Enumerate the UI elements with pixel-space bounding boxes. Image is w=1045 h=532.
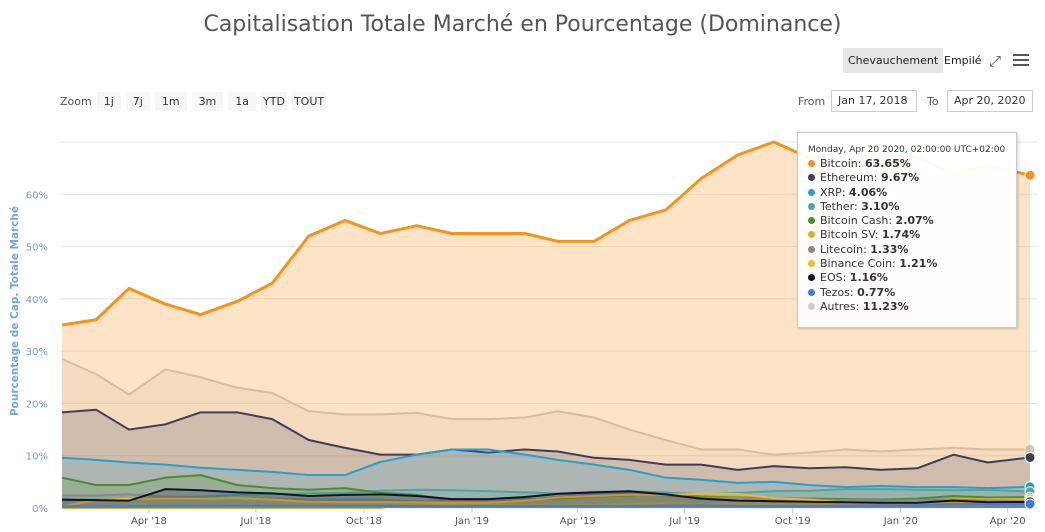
zoom-all-button[interactable]: TOUT [291,92,327,111]
series-value: 9.67% [880,171,920,185]
series-value: 2.07% [895,214,934,228]
tezos-end-marker [1024,498,1036,510]
series-dot-icon [808,217,815,225]
autres-line [61,358,1031,456]
y-tick-label: 10% [26,452,48,463]
tooltip: Monday, Apr 20 2020, 02:00:00 UTC+02:00 … [797,132,1017,328]
y-tick-label: 30% [26,347,48,358]
series-dot-icon [808,260,815,268]
ethereum-line [61,408,1031,471]
tooltip-row: XRP: 4.06% [808,186,1016,200]
series-value: 1.16% [849,271,888,285]
series-value: 3.10% [861,199,900,213]
series-name: Tether [820,199,854,213]
series-value: 1.33% [870,242,909,256]
to-date-input[interactable]: Apr 20, 2020 [947,90,1033,112]
zoom-7d-button[interactable]: 7j [125,92,150,111]
tooltip-row: Autres: 11.23% [808,300,1016,314]
tooltip-row: Litecoin: 1.33% [808,243,1016,257]
tooltip-date: Monday, Apr 20 2020, 02:00:00 UTC+02:00 [808,145,1006,155]
series-dot-icon [808,274,815,282]
autres-area [62,358,1030,508]
x-tick-label: Oct '19 [775,516,811,527]
zoom-ytd-button[interactable]: YTD [261,92,287,111]
zoom-1m-button[interactable]: 1m [154,92,187,111]
series-value: 11.23% [862,299,909,313]
series-name: Autres [820,299,856,313]
from-date-input[interactable]: Jan 17, 2018 [831,90,917,112]
y-tick-label: 40% [26,295,48,306]
zoom-selector: Zoom 1j 7j 1m 3m 1a YTD TOUT [60,92,327,111]
x-tick-label: Jul '19 [668,516,700,527]
x-tick-label: Jan '19 [454,516,489,527]
series-dot-icon [808,174,815,182]
tooltip-row: Bitcoin: 63.65% [808,157,1016,171]
tooltip-row: Tezos: 0.77% [808,286,1016,300]
tooltip-row: Bitcoin SV: 1.74% [808,228,1016,242]
series-value: 0.77% [857,285,896,299]
from-label: From [798,95,826,108]
to-label: To [927,95,939,108]
menu-icon[interactable] [1013,54,1029,66]
zoom-1d-button[interactable]: 1j [96,92,121,111]
series-value: 63.65% [864,157,911,170]
series-name: EOS [820,271,843,285]
series-name: Tezos [820,285,850,299]
series-dot-icon [808,188,815,196]
series-value: 1.74% [882,228,921,242]
series-name: Bitcoin SV [820,228,875,242]
series-dot-icon [808,231,815,239]
tezos-line [62,502,1031,508]
series-name: Ethereum [820,171,874,185]
x-tick-label: Apr '19 [560,516,596,527]
tether-line [61,488,1031,502]
stacked-mode-button[interactable]: Empilé [944,54,982,67]
eos-line [61,488,1031,504]
chart-title: Capitalisation Totale Marché en Pourcent… [203,12,842,37]
eos-area [62,489,1030,508]
tooltip-row: Ethereum: 9.67% [808,171,1016,185]
bitcoin-end-marker [1024,169,1036,181]
series-name: Bitcoin [820,157,858,170]
x-tick-label: Oct '18 [346,516,382,527]
tooltip-row: Binance Coin: 1.21% [808,257,1016,271]
y-tick-label: 20% [26,399,48,410]
tooltip-row: Tether: 3.10% [808,200,1016,214]
zoom-3m-button[interactable]: 3m [191,92,224,111]
tooltip-row: Bitcoin Cash: 2.07% [808,214,1016,228]
series-name: Litecoin [820,242,864,256]
binance-coin-area [62,493,1030,508]
ethereum-end-marker [1024,451,1036,463]
tooltip-row: EOS: 1.16% [808,271,1016,285]
series-value: 1.21% [899,257,938,271]
zoom-1y-button[interactable]: 1a [228,92,257,111]
overlap-mode-button[interactable]: Chevauchement [843,48,944,73]
series-name: Bitcoin Cash [820,214,889,228]
xrp-line [61,448,1031,490]
zoom-label: Zoom [60,95,92,108]
series-dot-icon [808,245,815,253]
series-value: 4.06% [849,185,888,199]
x-tick-label: Jul '18 [239,516,271,527]
series-name: XRP [820,185,842,199]
x-tick-label: Apr '18 [131,516,167,527]
fullscreen-icon[interactable]: ⤢ [989,52,1002,70]
litecoin-area [62,493,1030,508]
series-dot-icon [808,302,815,310]
series-dot-icon [808,160,815,167]
series-dot-icon [808,288,815,296]
x-tick-label: Jan '20 [883,516,918,527]
series-name: Binance Coin [820,257,893,271]
x-tick-label: Apr '20 [990,516,1026,527]
series-dot-icon [808,202,815,210]
y-tick-label: 50% [26,243,48,254]
y-tick-label: 60% [26,190,48,201]
bitcoin-area [62,142,1030,508]
y-tick-label: 0% [32,504,48,515]
